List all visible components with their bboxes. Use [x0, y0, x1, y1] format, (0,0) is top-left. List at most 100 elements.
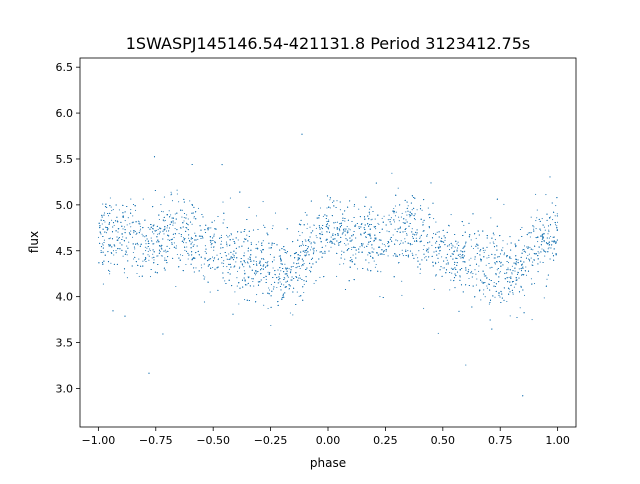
data-point [494, 296, 496, 298]
data-point [200, 237, 202, 240]
data-point [404, 199, 406, 201]
data-point [147, 227, 149, 229]
data-point [454, 246, 456, 248]
data-point [533, 252, 535, 255]
data-point [422, 221, 424, 223]
data-point [399, 231, 401, 233]
data-point [397, 228, 399, 230]
data-point [439, 269, 441, 271]
data-point [410, 214, 412, 217]
data-point [260, 272, 262, 275]
data-point [261, 268, 263, 270]
data-point [288, 287, 291, 290]
data-point [402, 221, 404, 224]
data-point [190, 247, 192, 249]
data-point [546, 213, 548, 215]
data-point [413, 217, 416, 220]
data-point [162, 211, 164, 213]
data-point [313, 252, 315, 254]
data-point [542, 224, 544, 226]
data-point [240, 231, 242, 233]
data-point [331, 201, 334, 203]
data-point [514, 267, 516, 269]
data-point [178, 257, 180, 259]
data-point [351, 239, 353, 241]
data-point [99, 231, 101, 233]
data-point [515, 244, 517, 247]
data-point [346, 226, 348, 228]
data-point [303, 283, 305, 285]
data-point [529, 260, 531, 262]
data-point [163, 220, 165, 222]
data-point [347, 230, 349, 232]
data-point [213, 233, 215, 235]
data-point [474, 296, 476, 298]
data-point [158, 241, 160, 243]
data-point [373, 248, 375, 250]
data-point [368, 262, 370, 264]
data-point [543, 241, 545, 243]
data-point [475, 237, 477, 239]
data-point [554, 215, 556, 217]
data-point [377, 214, 379, 216]
data-point [337, 234, 339, 237]
data-point [160, 255, 162, 257]
data-point [515, 283, 517, 285]
data-point [326, 220, 328, 223]
data-point [112, 222, 115, 224]
data-point [336, 275, 338, 277]
data-point [281, 248, 283, 250]
data-point [534, 245, 536, 247]
data-point [136, 242, 138, 244]
data-point [387, 255, 389, 257]
data-point [224, 280, 226, 282]
data-point [104, 254, 106, 256]
data-point [178, 266, 180, 268]
data-point [302, 260, 304, 262]
data-point [277, 269, 279, 271]
data-point [279, 285, 282, 288]
data-point [405, 219, 407, 221]
data-point [392, 210, 394, 212]
data-point [134, 248, 136, 250]
data-point [182, 254, 184, 257]
data-point [433, 288, 435, 290]
data-point [160, 247, 162, 249]
data-point [395, 239, 397, 241]
data-point [135, 233, 137, 236]
data-point [220, 247, 222, 249]
data-point [351, 246, 353, 249]
data-point [486, 285, 488, 287]
data-point [510, 284, 512, 286]
data-point [167, 256, 169, 258]
data-point [279, 277, 281, 280]
data-point [341, 233, 343, 235]
data-point [356, 222, 358, 225]
data-point [338, 228, 341, 231]
data-point [415, 237, 417, 239]
data-point [156, 236, 158, 238]
data-point [443, 235, 445, 237]
data-point [503, 203, 505, 205]
data-point [313, 250, 315, 252]
data-point [250, 249, 252, 251]
data-point [151, 231, 154, 233]
data-point [542, 261, 544, 264]
data-point [456, 257, 458, 260]
data-point [519, 307, 521, 309]
data-point [230, 233, 232, 235]
data-point [488, 256, 490, 258]
data-point [122, 228, 124, 230]
data-point [416, 209, 418, 211]
data-point [255, 261, 257, 263]
data-point [286, 270, 288, 272]
data-point [134, 209, 137, 211]
data-point [375, 238, 377, 240]
data-point [554, 241, 556, 243]
data-point [524, 270, 526, 272]
data-point [271, 244, 273, 246]
data-point [428, 227, 430, 229]
data-point [126, 254, 128, 256]
data-point [362, 243, 364, 245]
data-point [136, 232, 138, 234]
